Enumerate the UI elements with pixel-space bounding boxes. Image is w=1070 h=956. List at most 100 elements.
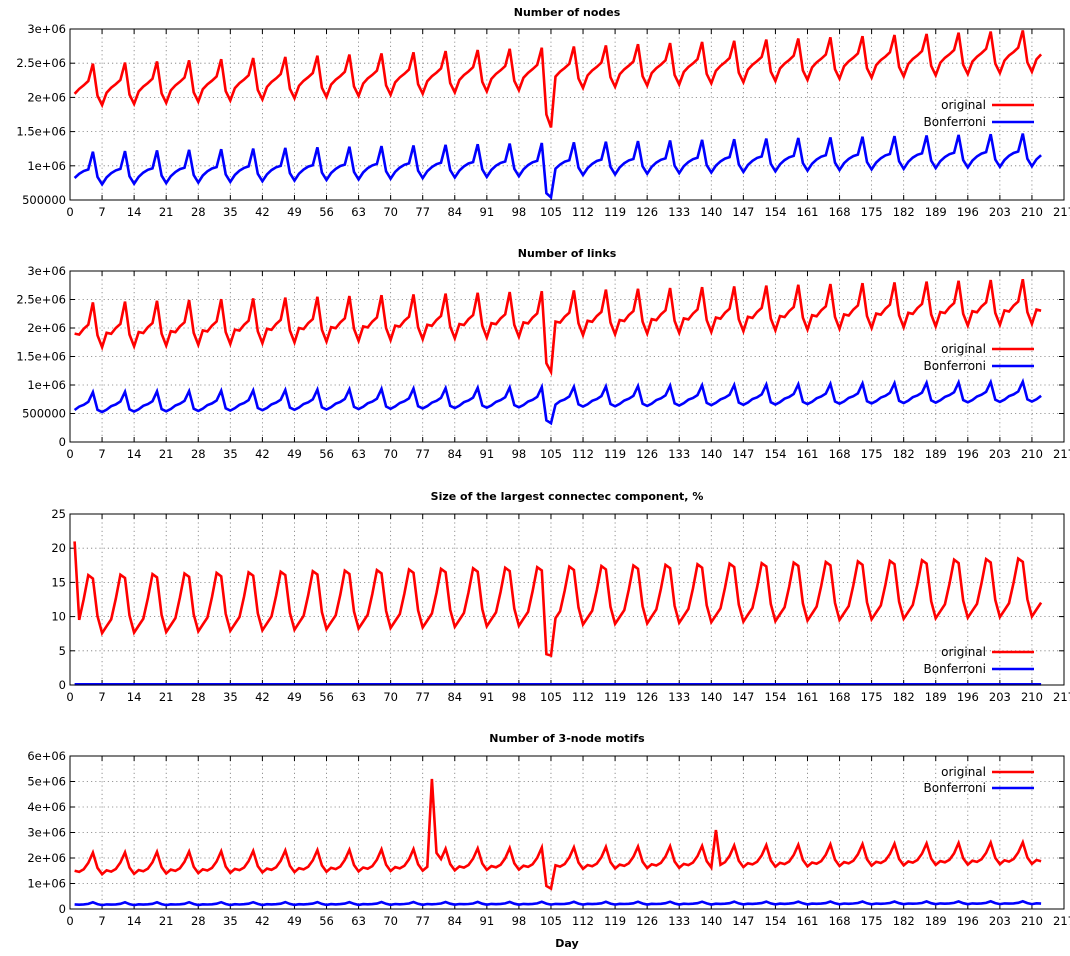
x-tick-label: 140 [700,690,722,704]
x-axis-label: Day [555,937,578,950]
x-tick-label: 7 [98,205,105,219]
x-tick-label: 189 [925,205,947,219]
x-tick-label: 28 [191,914,206,928]
x-tick-label: 119 [604,914,626,928]
x-tick-label: 0 [66,205,73,219]
y-tick-label: 3e+06 [27,22,66,36]
x-tick-label: 147 [732,914,754,928]
x-tick-label: 63 [351,914,366,928]
y-tick-label: 1.5e+06 [16,350,66,364]
x-tick-label: 84 [447,690,462,704]
x-tick-label: 98 [512,690,527,704]
series-line-original [73,541,1043,658]
x-tick-label: 14 [127,205,142,219]
x-tick-label: 0 [66,447,73,461]
legend-label: original [941,645,986,659]
x-tick-label: 210 [1021,447,1043,461]
x-tick-label: 182 [893,447,915,461]
x-tick-label: 56 [319,914,334,928]
x-tick-label: 119 [604,447,626,461]
x-tick-label: 112 [572,914,594,928]
x-tick-label: 49 [287,690,302,704]
x-tick-label: 126 [636,914,658,928]
x-tick-label: 49 [287,447,302,461]
x-tick-label: 21 [159,914,174,928]
plot-frame [69,513,1065,686]
x-tick-label: 42 [255,690,270,704]
y-tick-label: 20 [51,541,66,555]
series-line-original [73,30,1043,128]
x-tick-label: 196 [957,205,979,219]
x-tick-label: 196 [957,914,979,928]
x-tick-label: 168 [829,447,851,461]
x-tick-label: 28 [191,447,206,461]
series-line-bonferroni [74,899,1042,907]
x-tick-label: 105 [540,914,562,928]
x-tick-label: 133 [668,205,690,219]
x-tick-label: 210 [1021,690,1043,704]
x-tick-label: 112 [572,690,594,704]
x-tick-label: 133 [668,914,690,928]
x-tick-label: 21 [159,690,174,704]
x-tick-label: 168 [829,690,851,704]
x-tick-label: 182 [893,914,915,928]
x-tick-label: 77 [415,205,430,219]
x-tick-label: 63 [351,690,366,704]
x-tick-label: 28 [191,690,206,704]
x-tick-label: 28 [191,205,206,219]
x-tick-label: 161 [797,205,819,219]
x-tick-label: 49 [287,205,302,219]
x-tick-label: 77 [415,447,430,461]
x-tick-label: 70 [383,447,398,461]
x-tick-label: 91 [480,205,495,219]
x-tick-label: 161 [797,447,819,461]
y-tick-label: 5e+06 [27,775,66,789]
panel-4: Number of 3-node motifs 0 7 14 21 28 35 42 49 56 6… [27,732,1070,928]
x-tick-label: 175 [861,690,883,704]
x-tick-label: 14 [127,447,142,461]
legend-label: Bonferroni [924,359,986,373]
y-tick-label: 500000 [22,193,66,207]
legend-label: original [941,342,986,356]
chart-title: Size of the largest connectec component,… [431,490,704,503]
x-tick-label: 63 [351,447,366,461]
series-line-original [74,778,1042,891]
y-tick-label: 4e+06 [27,800,66,814]
x-tick-label: 133 [668,690,690,704]
legend-label: original [941,98,986,112]
series-line-bonferroni [73,377,1042,426]
x-tick-label: 77 [415,914,430,928]
legend-label: original [941,765,986,779]
x-tick-label: 0 [66,914,73,928]
y-tick-label: 3e+06 [27,264,66,278]
y-tick-label: 2.5e+06 [16,56,66,70]
x-tick-label: 140 [700,205,722,219]
x-tick-label: 161 [797,914,819,928]
y-tick-label: 1e+06 [27,378,66,392]
x-tick-label: 21 [159,447,174,461]
x-tick-label: 7 [98,690,105,704]
x-tick-label: 105 [540,447,562,461]
x-tick-label: 70 [383,205,398,219]
x-tick-label: 203 [989,914,1011,928]
x-tick-label: 210 [1021,914,1043,928]
y-tick-label: 2e+06 [27,851,66,865]
x-tick-label: 98 [512,447,527,461]
x-tick-label: 84 [447,205,462,219]
x-tick-label: 126 [636,205,658,219]
x-tick-label: 35 [223,914,238,928]
y-tick-label: 1.5e+06 [16,125,66,139]
x-tick-label: 7 [98,447,105,461]
x-tick-label: 42 [255,914,270,928]
y-tick-label: 2e+06 [27,90,66,104]
x-tick-label: 154 [764,690,786,704]
x-tick-label: 56 [319,205,334,219]
panel-3: Size of the largest connectec component,… [51,490,1070,704]
y-tick-label: 3e+06 [27,826,66,840]
x-tick-label: 147 [732,205,754,219]
series-line-original [74,278,1042,377]
x-tick-label: 126 [636,690,658,704]
y-tick-label: 0 [59,435,66,449]
x-tick-label: 105 [540,205,562,219]
